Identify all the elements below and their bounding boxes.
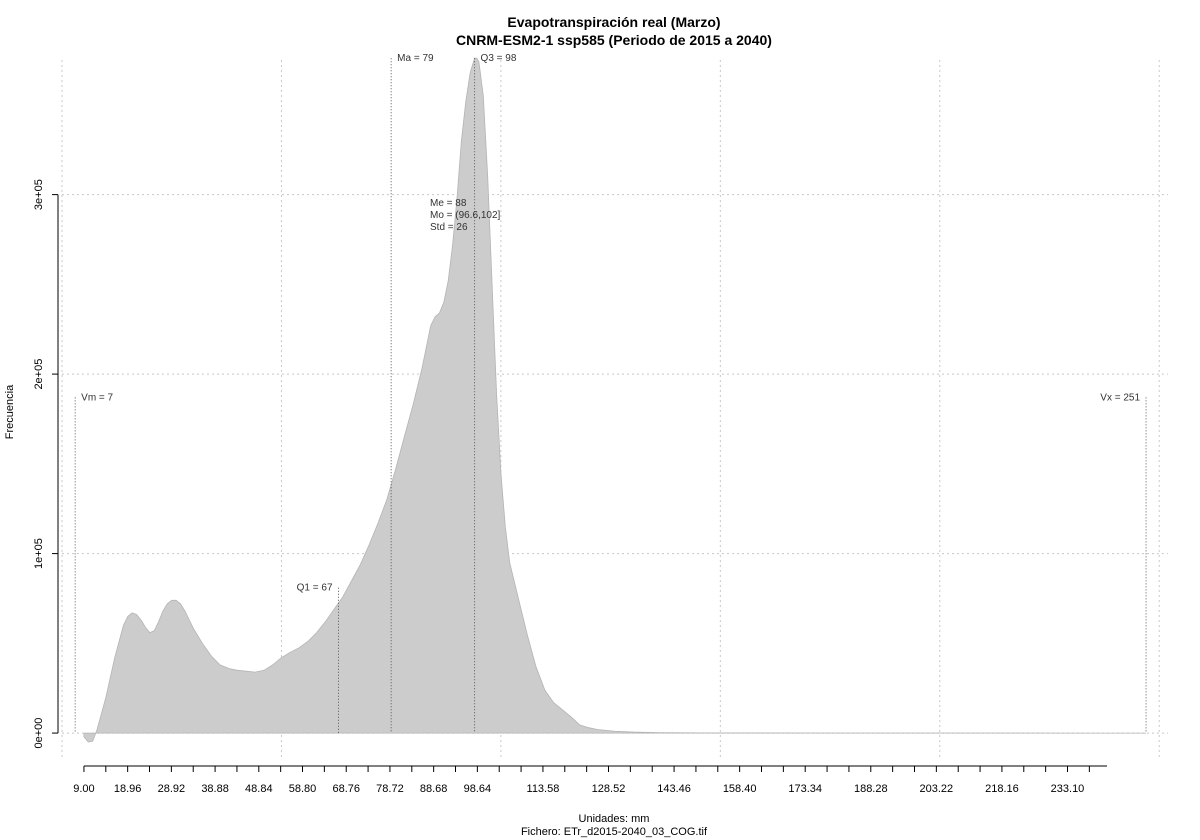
annotations: Vm = 7 Q1 = 67 Ma = 79 Q3 = 98 Vx = 251 <box>74 53 1147 734</box>
stats-line: Mo = (96.6,102] <box>430 210 501 221</box>
x-tick-label: 28.92 <box>158 783 186 795</box>
y-tick-label: 1e+05 <box>33 538 45 569</box>
x-tick-label: 173.34 <box>788 783 822 795</box>
annotation-label: Q3 = 98 <box>481 53 517 64</box>
density-area <box>83 57 1147 743</box>
x-tick-label: 203.22 <box>920 783 954 795</box>
chart-subtitle: CNRM-ESM2-1 ssp585 (Periodo de 2015 a 20… <box>456 32 772 48</box>
y-tick-label: 0e+00 <box>33 718 45 749</box>
x-tick-label: 18.96 <box>114 783 142 795</box>
annotation-label: Vx = 251 <box>1100 392 1140 403</box>
x-tick-label: 9.00 <box>73 783 94 795</box>
density-area-path <box>83 57 1147 743</box>
x-tick-label: 88.68 <box>420 783 448 795</box>
x-tick-label: 48.84 <box>245 783 273 795</box>
stats-line: Std = 26 <box>430 222 468 233</box>
x-tick-label: 188.28 <box>854 783 888 795</box>
x-tick-label: 68.76 <box>332 783 360 795</box>
annotation-label: Vm = 7 <box>81 392 113 403</box>
x-axis-label: Unidades: mm <box>579 813 650 825</box>
x-tick-label: 158.40 <box>723 783 757 795</box>
x-axis: 9.00 18.96 28.92 38.88 48.84 58.80 68.76 78.72 8… <box>73 765 1107 795</box>
annotation-label: Ma = 79 <box>397 53 434 64</box>
y-tick-label: 2e+05 <box>33 359 45 390</box>
x-tick-label: 218.16 <box>985 783 1019 795</box>
x-tick-label: 233.10 <box>1051 783 1085 795</box>
annotation-label: Q1 = 67 <box>297 583 333 594</box>
x-tick-label: 113.58 <box>527 783 560 795</box>
x-tick-label: 128.52 <box>592 783 626 795</box>
chart-title: Evapotranspiración real (Marzo) <box>507 14 720 30</box>
x-tick-label: 143.46 <box>657 783 691 795</box>
stats-line: Me = 88 <box>430 198 467 209</box>
x-tick-label: 38.88 <box>201 783 229 795</box>
y-axis: 0e+00 1e+05 2e+05 3e+05 <box>33 179 59 749</box>
gridlines <box>61 60 1168 760</box>
x-tick-label: 98.64 <box>464 783 492 795</box>
x-tick-label: 78.72 <box>376 783 404 795</box>
x-tick-label: 58.80 <box>289 783 317 795</box>
y-tick-label: 3e+05 <box>33 179 45 210</box>
y-axis-label: Frecuencia <box>4 384 16 439</box>
file-caption: Fichero: ETr_d2015-2040_03_COG.tif <box>521 826 708 838</box>
